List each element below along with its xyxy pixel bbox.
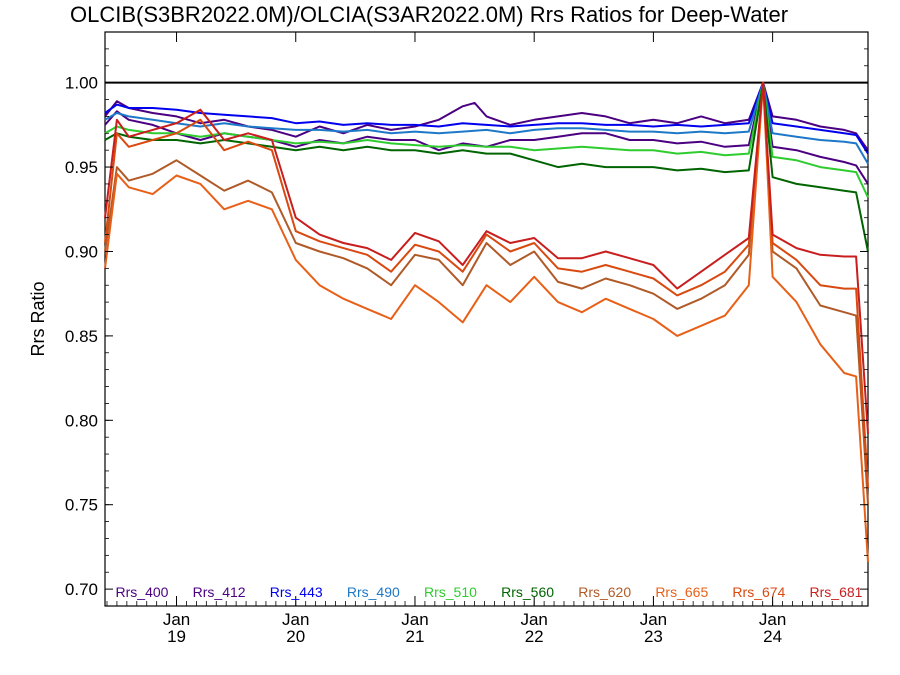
legend-item-rrs_490: Rrs_490	[347, 584, 400, 600]
y-tick-label: 0.80	[65, 411, 98, 430]
legend: Rrs_400 Rrs_412 Rrs_443 Rrs_490 Rrs_510 Rrs_5…	[116, 584, 863, 600]
x-tick-month: Jan	[520, 610, 547, 629]
series-line-rrs_681	[104, 81, 869, 434]
y-axis: 0.70 0.75 0.80 0.85 0.90 0.95 1.00	[65, 48, 868, 599]
y-tick-label: 0.75	[65, 496, 98, 515]
legend-item-rrs_443: Rrs_443	[270, 584, 323, 600]
legend-item-rrs_620: Rrs_620	[578, 584, 631, 600]
x-tick-year: 20	[286, 627, 305, 646]
x-tick-month: Jan	[163, 610, 190, 629]
x-tick-month: Jan	[759, 610, 786, 629]
x-tick-year: 19	[167, 627, 186, 646]
x-tick-month: Jan	[401, 610, 428, 629]
x-tick-month: Jan	[282, 610, 309, 629]
legend-item-rrs_681: Rrs_681	[810, 584, 863, 600]
legend-item-rrs_412: Rrs_412	[193, 584, 246, 600]
y-tick-label: 0.70	[65, 580, 98, 599]
legend-item-rrs_510: Rrs_510	[424, 584, 477, 600]
x-tick-year: 23	[644, 627, 663, 646]
legend-item-rrs_400: Rrs_400	[116, 584, 169, 600]
x-tick-year: 24	[763, 627, 782, 646]
legend-item-rrs_665: Rrs_665	[655, 584, 708, 600]
legend-item-rrs_560: Rrs_560	[501, 584, 554, 600]
y-tick-label: 1.00	[65, 74, 98, 93]
chart-title: OLCIB(S3BR2022.0M)/OLCIA(S3AR2022.0M) Rr…	[70, 2, 789, 27]
series-layer	[104, 81, 869, 563]
x-tick-year: 22	[525, 627, 544, 646]
legend-item-rrs_674: Rrs_674	[732, 584, 785, 600]
y-axis-label: Rrs Ratio	[28, 281, 48, 356]
y-tick-label: 0.95	[65, 158, 98, 177]
y-tick-label: 0.90	[65, 242, 98, 261]
y-tick-label: 0.85	[65, 327, 98, 346]
x-tick-year: 21	[406, 627, 425, 646]
x-tick-month: Jan	[640, 610, 667, 629]
